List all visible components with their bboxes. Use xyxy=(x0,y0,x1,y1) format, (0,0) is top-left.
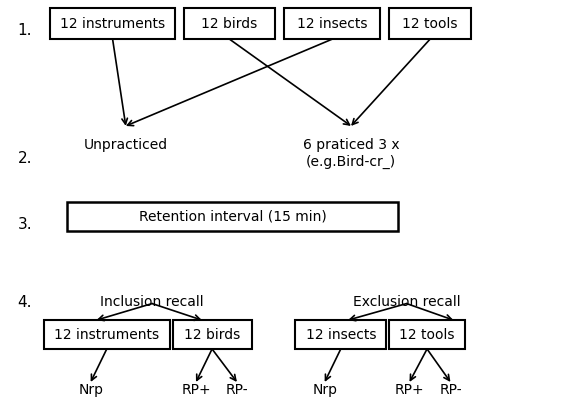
Bar xyxy=(184,8,275,39)
Text: 12 tools: 12 tools xyxy=(400,328,455,342)
Text: RP+: RP+ xyxy=(395,383,424,397)
Bar xyxy=(67,202,398,231)
Text: 12 instruments: 12 instruments xyxy=(60,17,165,31)
Text: 3.: 3. xyxy=(18,217,32,232)
Bar xyxy=(50,8,175,39)
Text: 12 insects: 12 insects xyxy=(305,328,376,342)
Text: 12 birds: 12 birds xyxy=(201,17,258,31)
Bar xyxy=(173,320,252,349)
Bar xyxy=(44,320,170,349)
Bar xyxy=(295,320,386,349)
Bar xyxy=(389,8,471,39)
Text: Inclusion recall: Inclusion recall xyxy=(100,295,204,309)
Text: 12 insects: 12 insects xyxy=(297,17,367,31)
Text: 1.: 1. xyxy=(18,23,32,38)
Bar xyxy=(389,320,465,349)
Text: Unpracticed: Unpracticed xyxy=(84,138,168,152)
Text: 12 instruments: 12 instruments xyxy=(54,328,159,342)
Text: Retention interval (15 min): Retention interval (15 min) xyxy=(139,210,326,224)
Text: Exclusion recall: Exclusion recall xyxy=(353,295,460,309)
Bar xyxy=(284,8,380,39)
Text: 2.: 2. xyxy=(18,151,32,166)
Text: 12 tools: 12 tools xyxy=(402,17,457,31)
Text: Nrp: Nrp xyxy=(78,383,103,397)
Text: RP-: RP- xyxy=(439,383,462,397)
Text: Nrp: Nrp xyxy=(312,383,337,397)
Text: RP-: RP- xyxy=(226,383,248,397)
Text: 12 birds: 12 birds xyxy=(184,328,240,342)
Text: RP+: RP+ xyxy=(181,383,211,397)
Text: 4.: 4. xyxy=(18,295,32,310)
Text: 6 praticed 3 x
(e.g.Bird-cr_): 6 praticed 3 x (e.g.Bird-cr_) xyxy=(302,138,400,169)
